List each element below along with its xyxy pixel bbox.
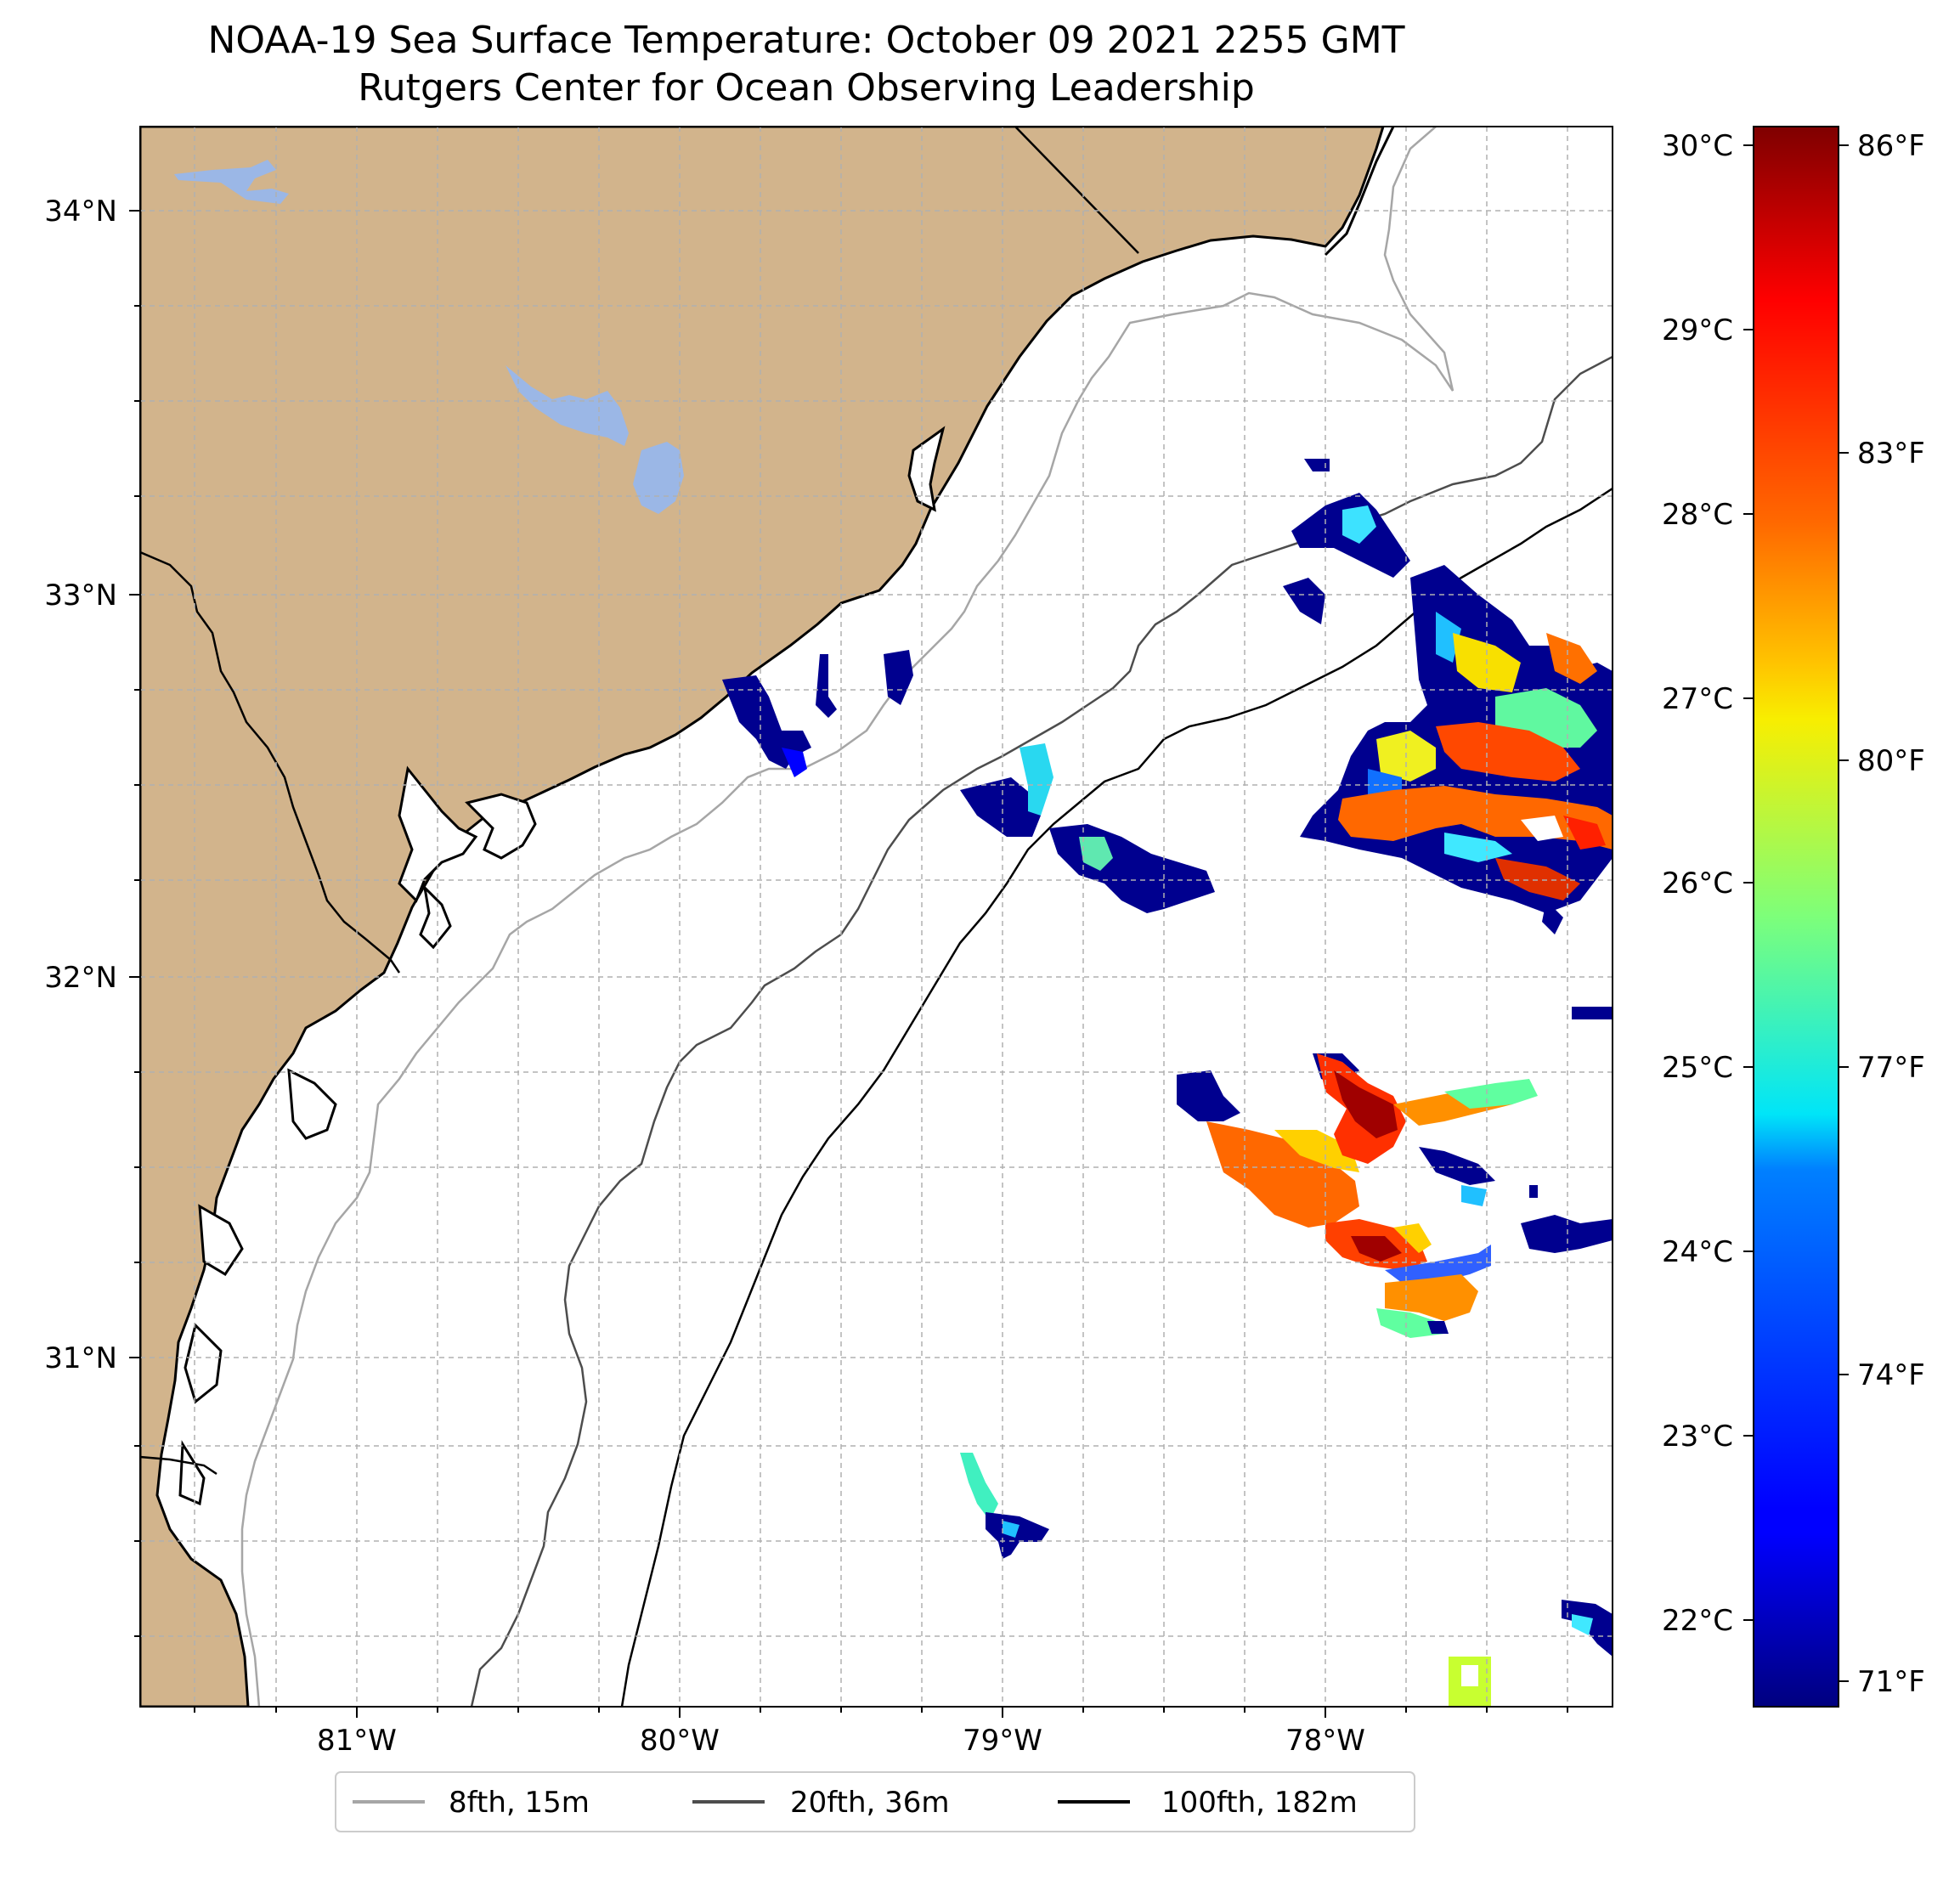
map-frame xyxy=(139,126,1613,1708)
celsius-label: 24°C xyxy=(1662,1235,1733,1269)
latitude-labels: 34°N 33°N 32°N 31°N xyxy=(44,195,117,1375)
lake-mattamuskeet-area xyxy=(174,160,289,204)
colorbar xyxy=(1753,126,1839,1708)
legend-label: 8fth, 15m xyxy=(449,1786,590,1820)
coastal-inlet xyxy=(198,1204,244,1277)
legend-box xyxy=(335,1771,1415,1832)
celsius-label: 30°C xyxy=(1662,129,1733,163)
colorbar-ticks xyxy=(1743,144,1849,1682)
coastal-inlet xyxy=(398,765,478,903)
fahrenheit-label: 83°F xyxy=(1857,437,1925,471)
fahrenheit-label: 86°F xyxy=(1857,129,1925,163)
celsius-label: 26°C xyxy=(1662,867,1733,900)
legend: 8fth, 15m 20fth, 36m 100fth, 182m xyxy=(335,1771,1415,1832)
fahrenheit-label: 80°F xyxy=(1857,744,1925,778)
coastal-inlet xyxy=(419,884,452,950)
sst-patches xyxy=(722,459,1613,1707)
state-boundary-nc-sc xyxy=(1014,127,1139,254)
map-title: NOAA-19 Sea Surface Temperature: October… xyxy=(207,19,1405,62)
lon-label: 80°W xyxy=(640,1724,720,1758)
map-subtitle: Rutgers Center for Ocean Observing Leade… xyxy=(358,66,1255,110)
lat-label: 32°N xyxy=(44,961,117,995)
longitude-labels: 81°W 80°W 79°W 78°W xyxy=(317,1724,1365,1758)
lat-label: 33°N xyxy=(44,579,117,613)
lon-label: 79°W xyxy=(963,1724,1042,1758)
celsius-label: 29°C xyxy=(1662,313,1733,347)
fahrenheit-label: 74°F xyxy=(1857,1358,1925,1392)
lat-label: 34°N xyxy=(44,195,117,229)
barrier-island xyxy=(1324,127,1395,257)
legend-label: 100fth, 182m xyxy=(1161,1786,1358,1820)
land-mass xyxy=(140,127,1385,1707)
axis-ticks xyxy=(129,210,1568,1718)
fahrenheit-label: 71°F xyxy=(1857,1665,1925,1699)
celsius-label: 25°C xyxy=(1662,1051,1733,1085)
lake-marion xyxy=(506,365,629,446)
coastal-inlet xyxy=(178,1440,206,1506)
lon-label: 81°W xyxy=(317,1724,397,1758)
map-gridlines xyxy=(140,127,1613,1707)
celsius-label: 22°C xyxy=(1662,1604,1733,1638)
colorbar-celsius-labels: 30°C 29°C 28°C 27°C 26°C 25°C 24°C 23°C … xyxy=(1662,129,1733,1638)
state-boundary-ga-fl xyxy=(140,1455,217,1476)
celsius-label: 23°C xyxy=(1662,1420,1733,1454)
coastal-inlet xyxy=(907,426,946,512)
lon-label: 78°W xyxy=(1285,1724,1365,1758)
coastal-inlet xyxy=(287,1068,337,1140)
colorbar-fahrenheit-labels: 86°F 83°F 80°F 77°F 74°F 71°F xyxy=(1857,129,1925,1699)
celsius-label: 28°C xyxy=(1662,498,1733,532)
lat-label: 31°N xyxy=(44,1341,117,1375)
celsius-label: 27°C xyxy=(1662,682,1733,716)
fahrenheit-label: 77°F xyxy=(1857,1051,1925,1085)
legend-label: 20fth, 36m xyxy=(790,1786,950,1820)
isobath-8fth xyxy=(240,127,1454,1707)
